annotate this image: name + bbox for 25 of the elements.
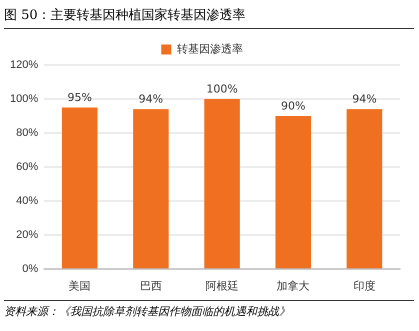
bar <box>204 98 240 268</box>
y-tick-label: 0% <box>22 262 38 275</box>
y-tick-label: 60% <box>16 160 38 173</box>
text: 资料来源：《我国抗除草剂转基因作物面临的机遇和挑战》 <box>4 300 414 319</box>
data-label: 94% <box>352 92 377 106</box>
y-tick-label: 100% <box>10 93 38 105</box>
x-tick-label: 印度 <box>353 279 376 292</box>
data-label: 90% <box>281 99 306 112</box>
y-tick-label: 80% <box>16 126 38 139</box>
bar <box>275 116 312 268</box>
y-tick-label: 40% <box>16 194 38 207</box>
data-label: 95% <box>67 90 92 104</box>
y-tick-label: 120% <box>10 59 38 72</box>
x-tick-label: 巴西 <box>140 280 162 292</box>
bar <box>62 107 98 268</box>
bar <box>346 109 382 268</box>
y-tick-label: 20% <box>16 228 38 241</box>
legend-label: 转基因渗透率 <box>176 42 243 56</box>
chart-title: 图 50：主要转基因种植国家转基因渗透率 <box>4 6 414 29</box>
bar <box>133 109 169 268</box>
x-tick-label: 加拿大 <box>276 279 310 292</box>
x-tick-label: 美国 <box>68 279 91 292</box>
data-label: 100% <box>206 82 238 96</box>
x-tick-label: 阿根廷 <box>206 280 239 292</box>
data-label: 94% <box>138 92 164 106</box>
